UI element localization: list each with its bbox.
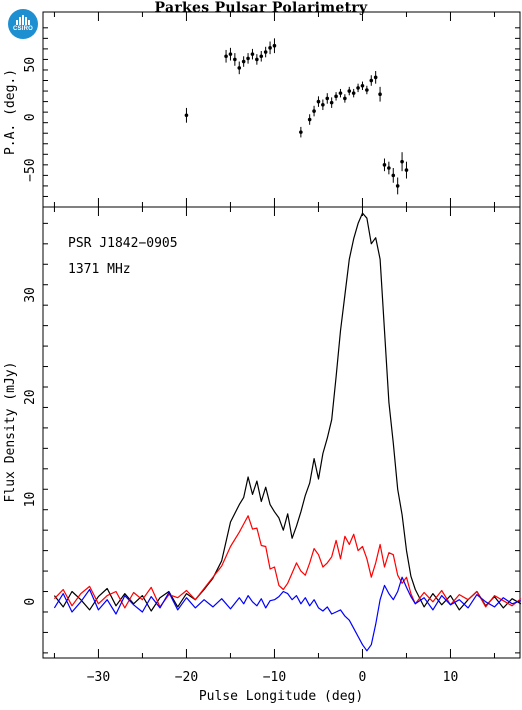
pa-point <box>312 109 316 113</box>
pa-point <box>325 96 330 101</box>
pa-point <box>329 100 334 105</box>
pa-y-tick-label: 50 <box>23 57 38 73</box>
pa-axis-label: P.A. (deg.) <box>3 69 18 155</box>
flux-axis-ticks: −30 −20 −10 0 10 0 10 20 30 <box>23 207 520 685</box>
pa-axis-ticks: −50 0 50 <box>23 12 520 207</box>
pa-point <box>351 91 356 95</box>
pa-point <box>378 92 382 97</box>
flux-axis-label: Flux Density (mJy) <box>3 362 18 503</box>
pa-point <box>316 99 321 104</box>
x-tick-label: −30 <box>87 670 110 685</box>
pa-point <box>404 168 409 172</box>
pa-point <box>400 159 404 164</box>
pa-point <box>387 166 391 170</box>
x-tick-label: −20 <box>175 670 198 685</box>
csiro-logo: CSIRO <box>8 9 38 39</box>
frequency-annotation: 1371 MHz <box>68 262 131 277</box>
pa-point <box>259 54 264 59</box>
pa-point <box>369 78 374 83</box>
logo-bars-icon <box>16 15 30 25</box>
x-tick-label: −10 <box>263 670 286 685</box>
x-tick-label: 0 <box>359 670 367 685</box>
pa-y-tick-label: 0 <box>23 113 38 121</box>
pa-point <box>255 57 259 62</box>
pa-point <box>382 163 387 167</box>
flux-panel-frame <box>42 206 521 659</box>
flux-y-tick-label: 30 <box>23 287 38 303</box>
pa-point <box>365 88 369 92</box>
pa-point <box>241 59 246 64</box>
pa-point <box>233 57 237 62</box>
flux-y-tick-label: 10 <box>23 492 38 508</box>
pa-panel-frame <box>42 11 521 208</box>
x-tick-label: 10 <box>443 670 459 685</box>
pa-point <box>184 113 189 118</box>
pa-point <box>250 52 255 56</box>
pa-y-tick-label: −50 <box>23 158 38 181</box>
flux-lines <box>53 212 522 652</box>
pa-point <box>263 50 268 54</box>
pa-point <box>356 86 360 90</box>
pa-point <box>307 117 312 122</box>
pa-point <box>347 89 352 93</box>
pa-point <box>338 91 343 95</box>
pa-point <box>391 173 396 178</box>
psr-name-annotation: PSR J1842−0905 <box>68 236 178 251</box>
pa-point <box>395 184 400 188</box>
pa-points <box>184 38 409 195</box>
pa-point <box>360 83 365 88</box>
pa-point <box>373 75 378 80</box>
pa-point <box>299 130 303 134</box>
series-line-total <box>53 212 522 612</box>
x-axis-label: Pulse Longitude (deg) <box>199 689 363 704</box>
pa-point <box>237 66 242 70</box>
pa-point <box>272 43 277 48</box>
flux-y-tick-label: 20 <box>23 389 38 405</box>
pa-point <box>334 94 338 99</box>
flux-y-tick-label: 0 <box>23 598 38 606</box>
pa-point <box>268 46 272 50</box>
pa-point <box>224 54 228 59</box>
pa-point <box>246 56 250 61</box>
logo-text: CSIRO <box>12 26 33 32</box>
pa-point <box>343 96 347 101</box>
pa-point <box>321 102 325 107</box>
series-line-circular <box>53 576 522 652</box>
pa-point <box>228 52 233 56</box>
